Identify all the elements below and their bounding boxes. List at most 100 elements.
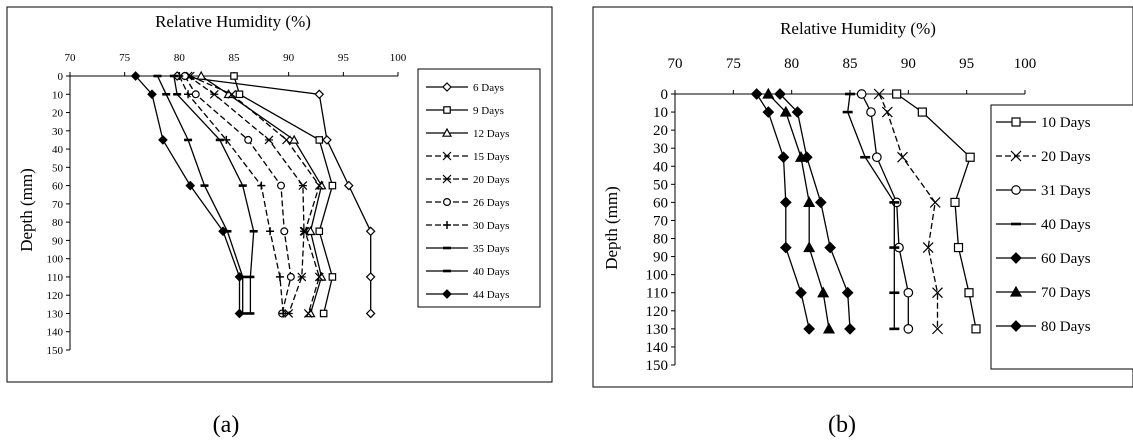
panel-b-series [750, 87, 981, 335]
legend-label: 30 Days [473, 220, 509, 232]
data-point [365, 308, 376, 319]
y-tick-label: 0 [661, 87, 669, 103]
y-tick-label: 40 [52, 144, 64, 156]
legend-label: 12 Days [473, 128, 509, 140]
x-tick-label: 70 [65, 52, 77, 64]
data-point [234, 308, 245, 319]
data-point [234, 272, 245, 282]
data-point [322, 135, 332, 145]
y-tick-label: 150 [646, 358, 669, 374]
x-tick-label: 70 [668, 56, 683, 72]
legend-marker [1010, 252, 1022, 264]
data-point [917, 107, 927, 117]
data-point [803, 241, 816, 253]
data-point [922, 242, 934, 253]
data-point [280, 227, 289, 236]
data-point [365, 226, 376, 237]
data-point [185, 180, 196, 191]
series-40-days [842, 92, 900, 331]
y-tick-label: 90 [653, 250, 668, 266]
data-point [932, 323, 943, 335]
data-point [779, 241, 792, 254]
x-tick-label: 100 [390, 52, 407, 64]
data-point [315, 227, 324, 236]
series-10-days [892, 89, 981, 334]
panel-a-x-title: Relative Humidity (%) [155, 12, 311, 31]
data-point [277, 181, 286, 190]
data-point [803, 196, 816, 207]
data-point [279, 309, 288, 318]
y-tick-label: 20 [653, 123, 668, 139]
data-point [903, 324, 914, 334]
data-point [303, 309, 313, 318]
data-point [257, 181, 266, 190]
data-point [892, 89, 902, 99]
x-tick-label: 95 [959, 56, 974, 72]
data-point [286, 272, 295, 281]
data-point [130, 71, 141, 81]
panel-a-series [130, 70, 376, 319]
series-31-days [856, 89, 914, 334]
data-point [953, 242, 964, 253]
data-point [750, 88, 763, 100]
series-70-days [762, 87, 836, 334]
x-tick-label: 75 [726, 56, 741, 72]
y-tick-label: 50 [52, 162, 64, 174]
legend-label: 26 Days [473, 197, 509, 209]
data-point [803, 323, 816, 335]
y-tick-label: 140 [646, 340, 669, 356]
series-30-days [175, 72, 288, 318]
legend-label: 10 Days [1041, 115, 1091, 131]
data-point [314, 181, 324, 191]
data-point [950, 197, 960, 207]
y-tick-label: 40 [653, 159, 668, 175]
data-point [314, 89, 325, 100]
caption-a: (a) [213, 412, 240, 438]
y-tick-label: 90 [52, 235, 64, 247]
y-tick-label: 30 [52, 126, 64, 138]
data-point [822, 322, 836, 334]
panel-a-legend: 6 Days 9 Days 12 Days 15 Days 20 Days 26 Days… [417, 68, 541, 308]
x-tick-label: 85 [229, 52, 241, 64]
data-point [191, 90, 200, 99]
legend-label: 44 Days [473, 289, 509, 301]
y-tick-label: 120 [47, 290, 64, 302]
legend-marker [443, 198, 452, 207]
data-point [844, 323, 856, 335]
data-point [244, 135, 253, 144]
legend-marker [1009, 285, 1023, 297]
data-point [158, 135, 168, 145]
data-point [282, 135, 291, 145]
x-tick-label: 90 [283, 52, 295, 64]
data-point [289, 134, 300, 144]
data-point [817, 286, 830, 298]
data-point [328, 181, 337, 190]
data-point [964, 288, 974, 298]
data-point [315, 136, 324, 144]
data-point [147, 89, 157, 100]
panel-b-y-title: Depth (mm) [602, 186, 621, 270]
panel-b-x-title: Relative Humidity (%) [780, 19, 936, 38]
y-tick-label: 30 [653, 141, 668, 157]
data-point [227, 89, 237, 99]
legend-label: 31 Days [1041, 183, 1091, 199]
data-point [319, 309, 328, 318]
data-point [314, 272, 324, 282]
series-20-days [873, 88, 943, 335]
x-tick-label: 80 [784, 56, 799, 72]
data-point [235, 90, 244, 99]
legend-marker [443, 221, 451, 229]
series-20-days [183, 71, 309, 318]
legend-marker [442, 151, 452, 161]
legend-marker [442, 82, 452, 92]
panel-b-legend: 10 Days 20 Days 31 Days 40 Days 60 Days 70 Da… [990, 104, 1133, 370]
data-point [299, 226, 309, 236]
legend-label: 60 Days [1041, 251, 1091, 267]
caption-b: (b) [828, 412, 856, 438]
legend-marker [1010, 150, 1022, 162]
legend-marker [443, 106, 451, 114]
y-tick-label: 100 [646, 268, 669, 284]
panel-b: Relative Humidity (%) Depth (mm) 70 75 80 8… [592, 6, 1133, 388]
y-tick-label: 60 [52, 181, 64, 193]
